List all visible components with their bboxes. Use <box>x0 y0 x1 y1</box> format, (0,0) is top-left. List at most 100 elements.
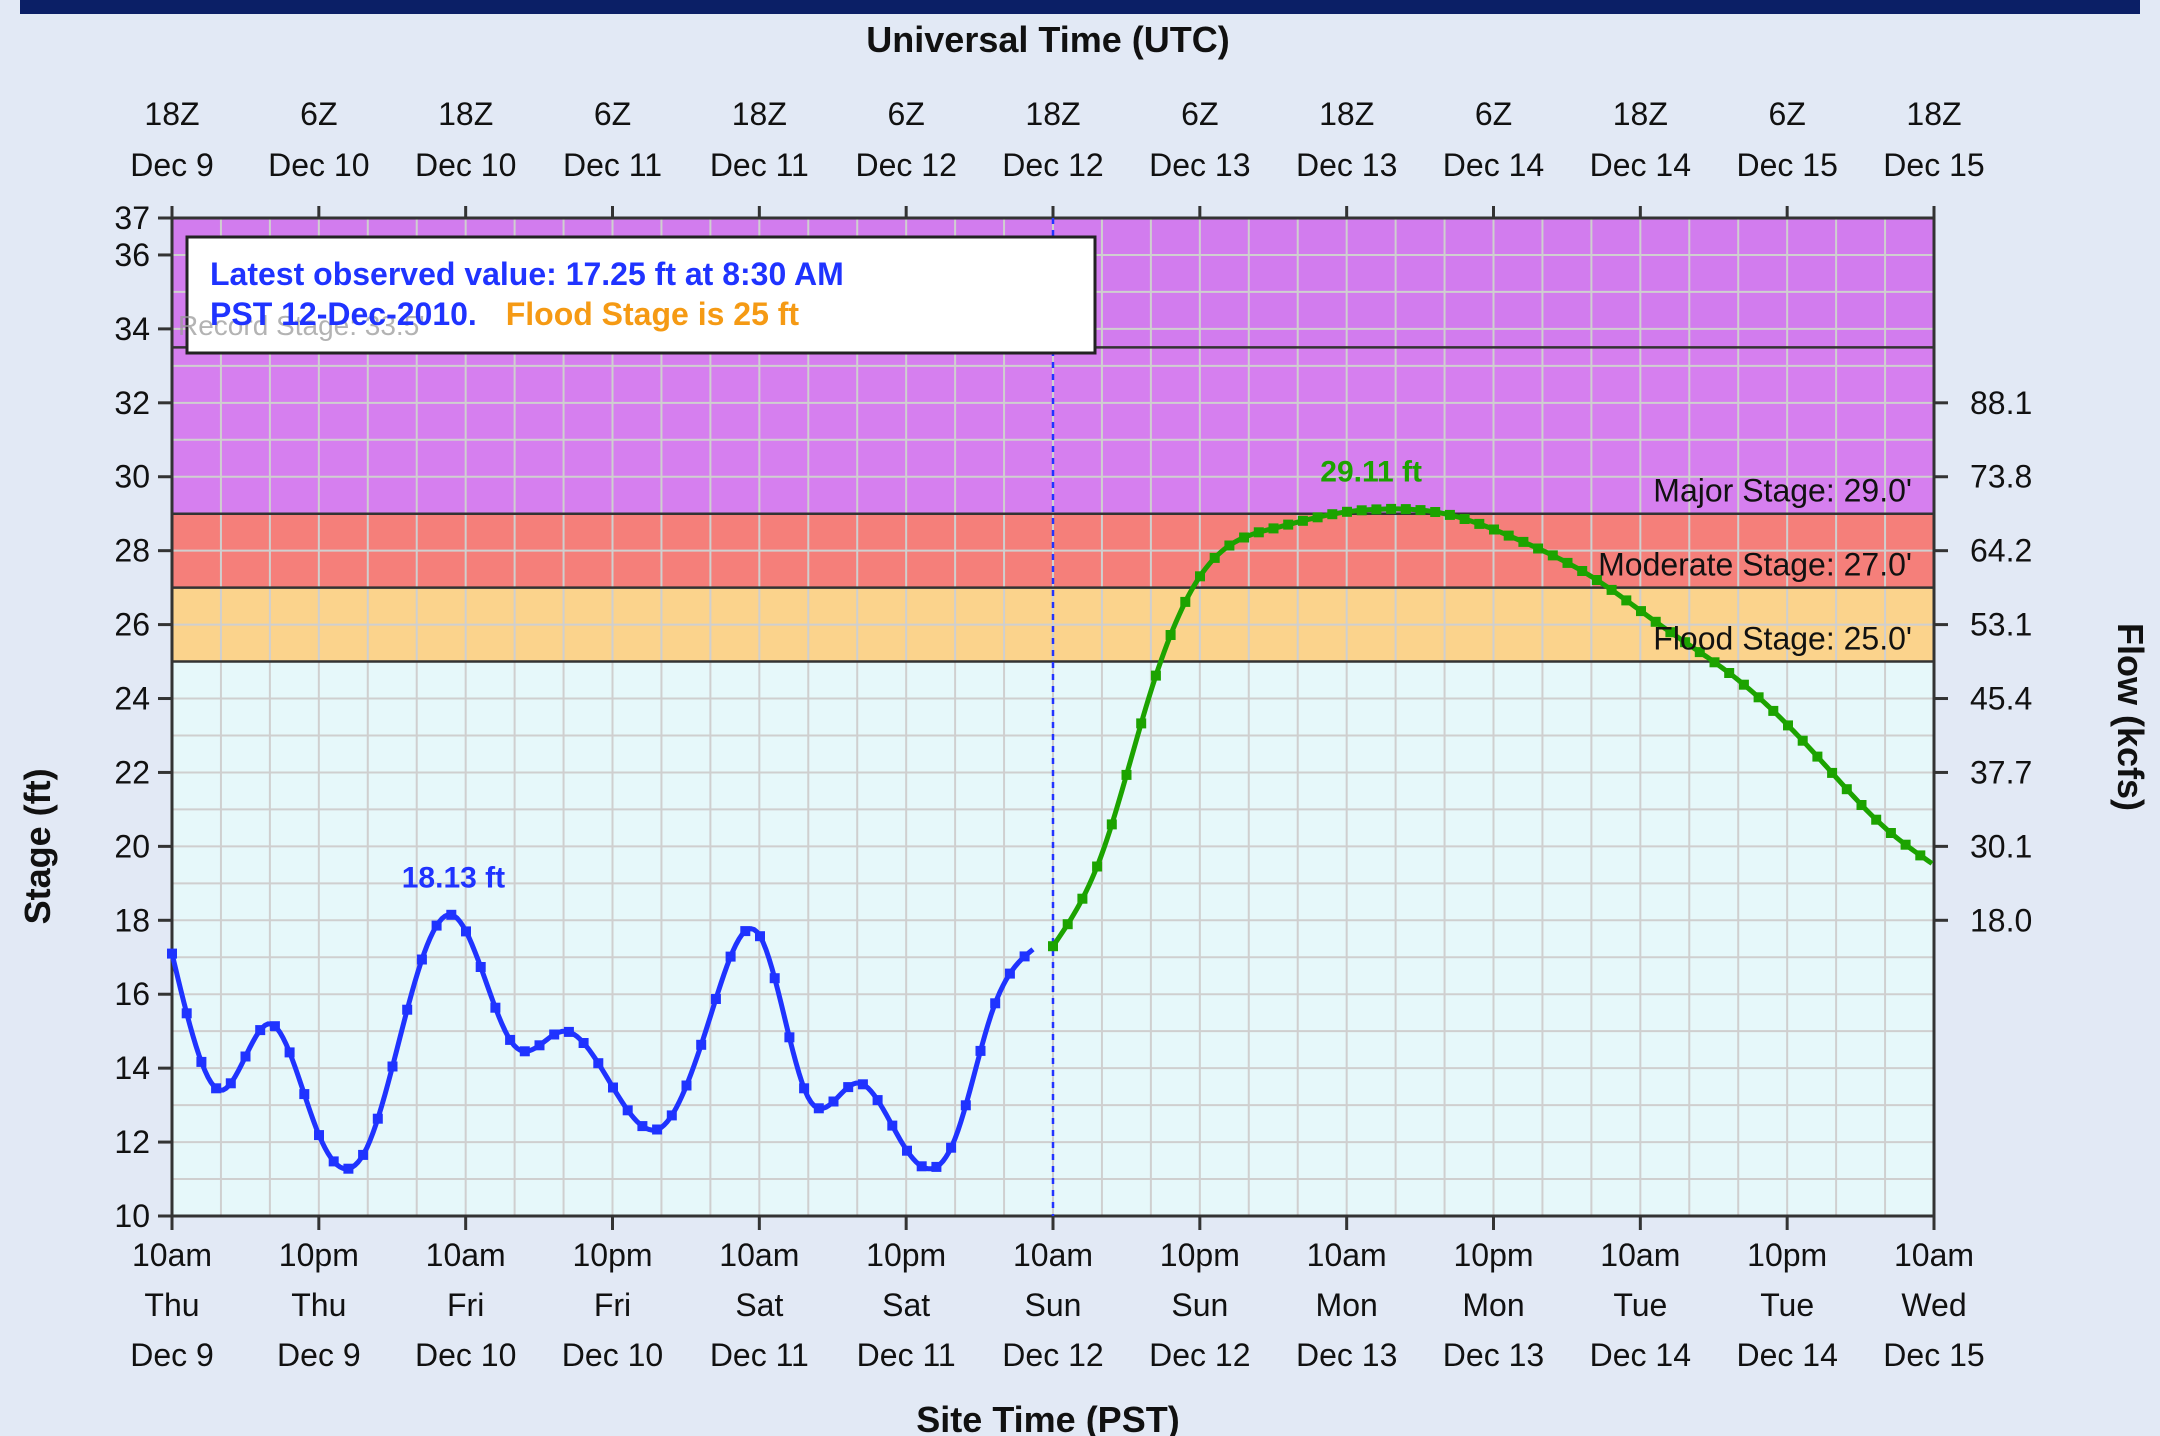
top-tick-date: Dec 11 <box>563 147 662 183</box>
y2-axis-title: Flow (kcfs) <box>2110 623 2151 811</box>
bottom-tick-time: 10am <box>426 1237 506 1273</box>
data-point <box>1209 552 1220 563</box>
data-point <box>1797 735 1808 746</box>
data-point <box>1327 509 1338 520</box>
data-point <box>387 1061 398 1072</box>
bottom-tick-date: Dec 14 <box>1736 1337 1837 1373</box>
data-point <box>1342 506 1352 517</box>
top-tick-hour: 6Z <box>1475 96 1512 132</box>
data-point <box>813 1103 824 1114</box>
bottom-tick-date: Dec 12 <box>1002 1337 1103 1373</box>
series-forecast <box>1048 503 1934 952</box>
top-tick-hour: 18Z <box>1613 96 1668 132</box>
bottom-tick-day: Tue <box>1613 1287 1667 1323</box>
data-point <box>211 1083 222 1094</box>
data-point <box>1621 595 1632 606</box>
top-tick-hour: 6Z <box>1181 96 1218 132</box>
data-point <box>696 1039 707 1050</box>
bottom-tick-time: 10am <box>719 1237 799 1273</box>
data-point <box>416 954 427 965</box>
data-point <box>887 1120 898 1131</box>
data-point <box>1415 505 1426 516</box>
bottom-tick-time: 10pm <box>866 1237 946 1273</box>
data-point <box>1121 769 1132 780</box>
top-tick-hour: 6Z <box>887 96 924 132</box>
data-point <box>990 998 1001 1009</box>
data-point <box>269 1021 280 1032</box>
data-point <box>475 962 486 972</box>
bottom-tick-date: Dec 9 <box>277 1337 361 1373</box>
data-point <box>1430 507 1441 517</box>
band-label: Major Stage: 29.0' <box>1653 473 1912 509</box>
top-border <box>20 0 2140 14</box>
flow-tick-label: 88.1 <box>1970 385 2032 421</box>
legend-line1: Latest observed value: 17.25 ft at 8:30 … <box>210 256 844 292</box>
data-point <box>1871 814 1882 825</box>
top-tick-date: Dec 10 <box>268 147 369 183</box>
data-point <box>1239 532 1250 543</box>
data-point <box>490 1002 501 1013</box>
bottom-tick-day: Tue <box>1760 1287 1814 1323</box>
data-point <box>549 1029 560 1040</box>
top-tick-date: Dec 12 <box>1002 147 1103 183</box>
data-point <box>1004 968 1015 979</box>
flow-tick-label: 73.8 <box>1970 459 2032 495</box>
data-point <box>1768 705 1779 716</box>
data-point <box>637 1121 648 1132</box>
data-point <box>1386 503 1397 514</box>
data-point <box>1474 518 1485 529</box>
data-point <box>1195 571 1205 582</box>
data-point <box>872 1095 883 1106</box>
top-tick-date: Dec 10 <box>415 147 516 183</box>
data-point <box>578 1038 589 1048</box>
top-axis-title: Universal Time (UTC) <box>866 19 1229 60</box>
y-tick-label: 37 <box>114 200 150 236</box>
data-point <box>1136 718 1147 729</box>
top-tick-date: Dec 11 <box>710 147 809 183</box>
data-point <box>1591 575 1602 585</box>
series-observed <box>167 909 1035 1174</box>
bottom-tick-date: Dec 13 <box>1296 1337 1397 1373</box>
data-point <box>960 1100 971 1111</box>
top-tick-date: Dec 13 <box>1296 147 1397 183</box>
data-point <box>343 1163 354 1174</box>
y-tick-label: 34 <box>114 311 150 347</box>
data-point <box>167 948 177 959</box>
bottom-tick-date: Dec 12 <box>1149 1337 1250 1373</box>
data-point <box>1459 514 1470 524</box>
bottom-tick-time: 10pm <box>572 1237 652 1273</box>
bottom-tick-date: Dec 11 <box>710 1337 809 1373</box>
y-tick-label: 12 <box>114 1124 150 1160</box>
data-point <box>1900 839 1911 850</box>
bottom-tick-date: Dec 14 <box>1590 1337 1691 1373</box>
y-tick-label: 36 <box>114 237 150 273</box>
data-point <box>402 1004 413 1015</box>
data-point <box>563 1026 574 1037</box>
data-point <box>784 1032 795 1043</box>
data-point <box>975 1045 986 1056</box>
data-point <box>1400 504 1411 515</box>
data-point <box>1077 893 1088 904</box>
data-point <box>1356 505 1367 516</box>
bottom-tick-date: Dec 11 <box>857 1337 956 1373</box>
bottom-tick-day: Mon <box>1462 1287 1524 1323</box>
data-point <box>1444 509 1455 520</box>
data-point <box>358 1149 369 1160</box>
data-point <box>505 1034 516 1045</box>
data-point <box>1724 668 1735 678</box>
data-point <box>843 1082 854 1093</box>
data-point <box>1753 692 1764 703</box>
data-point <box>181 1008 192 1019</box>
bottom-tick-time: 10pm <box>279 1237 359 1273</box>
data-point <box>1019 951 1030 962</box>
series-line-observed <box>169 912 1035 1172</box>
legend-box: Record Stage: 33.5' Latest observed valu… <box>178 235 1097 355</box>
top-tick-hour: 6Z <box>300 96 337 132</box>
data-point <box>946 1142 957 1153</box>
legend-flood-text: Flood Stage is 25 ft <box>506 296 800 332</box>
y-tick-label: 18 <box>114 902 150 938</box>
data-point <box>1680 637 1691 648</box>
top-tick-hour: 18Z <box>732 96 787 132</box>
data-point <box>240 1051 251 1062</box>
data-point <box>622 1105 633 1116</box>
